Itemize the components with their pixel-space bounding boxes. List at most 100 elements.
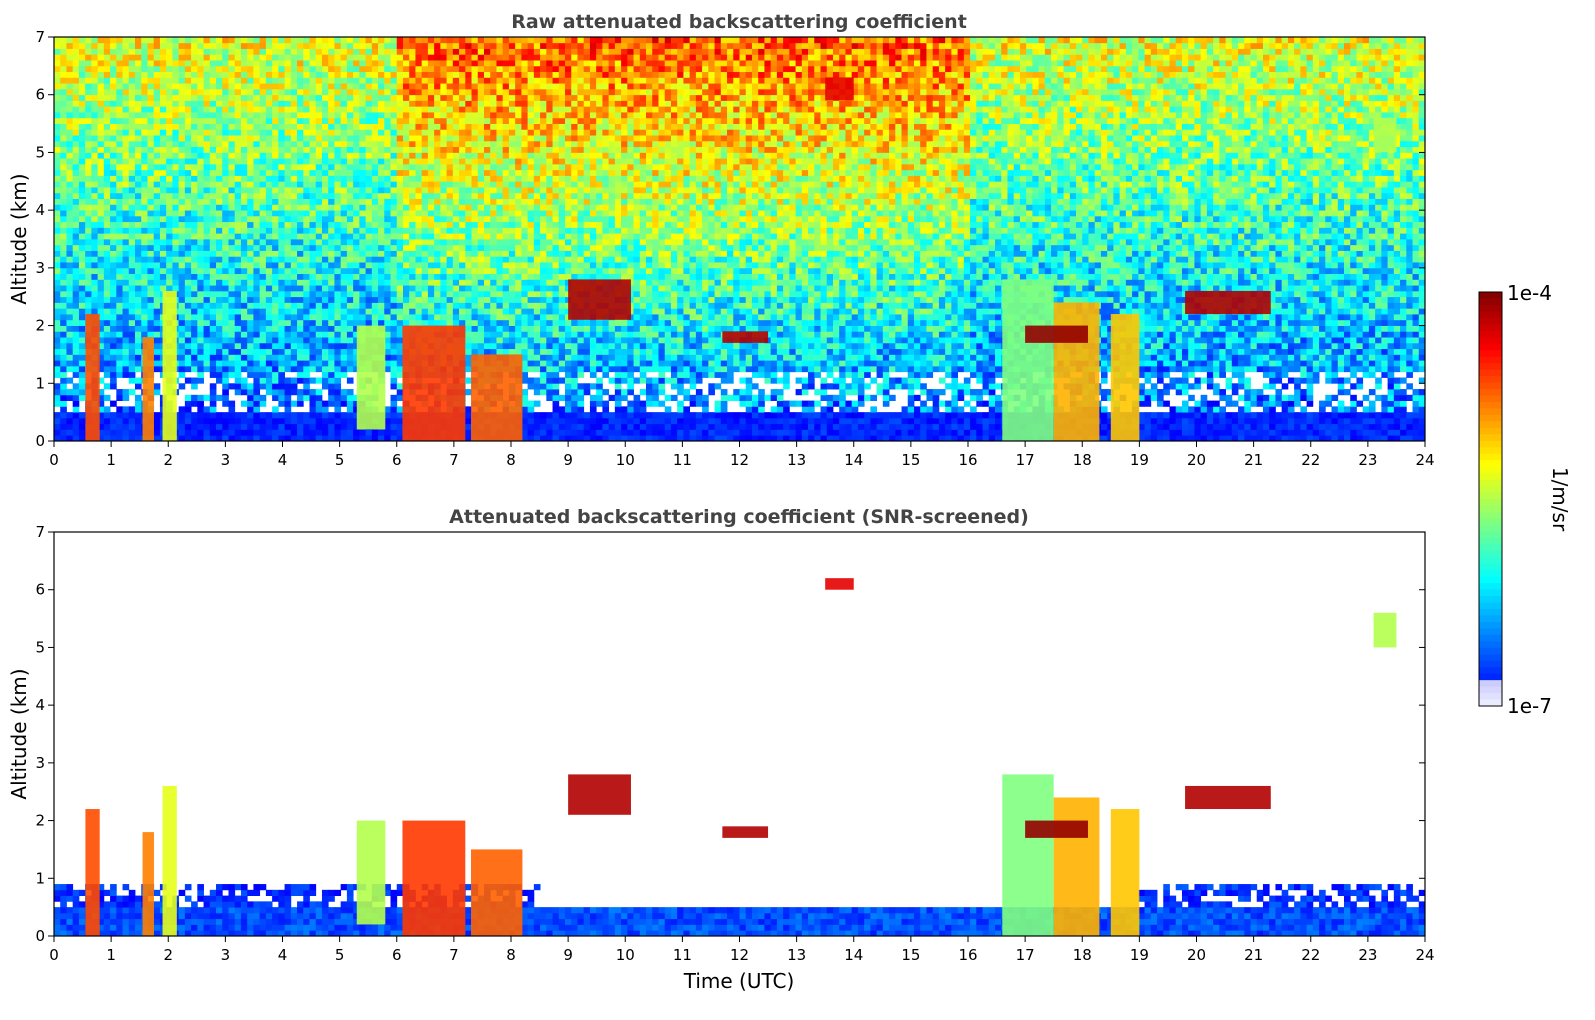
background-cell [91, 233, 99, 240]
background-cell [247, 100, 254, 107]
background-cell [321, 117, 329, 124]
background-cell [240, 129, 248, 136]
background-cell [72, 400, 80, 407]
background-cell [60, 65, 67, 73]
background-cell [297, 175, 304, 182]
background-cell [315, 331, 323, 338]
background-cell [390, 435, 398, 442]
background-cell [297, 42, 304, 49]
background-cell [471, 221, 479, 228]
background-cell [203, 123, 211, 130]
background-cell [184, 88, 192, 96]
background-cell [384, 210, 391, 217]
background-cell [477, 54, 485, 61]
background-cell [371, 71, 379, 78]
background-cell [459, 152, 466, 159]
background-cell [265, 181, 273, 188]
background-cell [110, 112, 117, 119]
background-cell [353, 250, 360, 257]
background-cell [184, 302, 192, 309]
background-cell [72, 192, 80, 199]
background-cell [159, 106, 167, 113]
background-cell [122, 296, 130, 303]
background-cell [228, 135, 236, 142]
background-cell [284, 348, 292, 355]
background-cell [128, 308, 136, 315]
background-cell [216, 65, 223, 73]
background-cell [253, 348, 261, 355]
background-cell [459, 319, 466, 326]
background-cell [153, 296, 161, 303]
background-cell [459, 290, 466, 298]
background-cell [365, 187, 373, 194]
background-cell [253, 140, 261, 148]
background-cell [153, 244, 161, 251]
background-cell [240, 71, 248, 78]
background-cell [122, 314, 130, 321]
background-cell [353, 365, 360, 373]
background-cell [465, 204, 472, 211]
background-cell [259, 135, 267, 142]
background-cell [440, 48, 447, 55]
background-cell [240, 435, 248, 442]
background-cell [396, 371, 404, 378]
background-cell [459, 262, 466, 269]
background-cell [340, 394, 348, 401]
background-cell [184, 198, 192, 205]
background-cell [240, 262, 248, 269]
background-cell [371, 250, 379, 257]
background-cell [66, 54, 74, 61]
background-cell [415, 37, 423, 44]
background-cell [240, 290, 248, 298]
background-cell [191, 285, 198, 292]
background-cell [434, 227, 441, 234]
background-cell [459, 158, 466, 165]
background-cell [259, 129, 267, 136]
background-cell [122, 429, 130, 436]
background-cell [110, 227, 117, 234]
background-cell [421, 187, 429, 194]
background-cell [147, 221, 155, 228]
background-cell [216, 371, 223, 378]
background-cell [159, 279, 167, 286]
background-cell [340, 192, 348, 199]
background-cell [315, 77, 323, 84]
background-cell [359, 48, 366, 55]
background-cell [321, 233, 329, 240]
background-cell [421, 279, 429, 286]
background-cell [128, 152, 136, 159]
background-cell [496, 233, 504, 240]
background-cell [191, 325, 198, 332]
background-cell [178, 94, 186, 101]
background-cell [340, 400, 348, 407]
background-cell [415, 65, 423, 73]
background-cell [184, 169, 192, 176]
background-cell [496, 71, 504, 78]
background-cell [153, 146, 161, 153]
background-cell [209, 60, 217, 67]
background-cell [122, 256, 130, 263]
background-cell [490, 60, 497, 67]
background-cell [278, 354, 285, 361]
background-cell [103, 244, 111, 251]
background-cell [259, 117, 267, 124]
background-cell [315, 256, 323, 263]
background-cell [191, 77, 198, 84]
background-cell [359, 198, 366, 205]
background-cell [278, 308, 285, 315]
background-cell [197, 331, 204, 338]
background-cell [321, 48, 329, 55]
background-cell [340, 314, 348, 321]
background-cell [290, 163, 298, 171]
background-cell [184, 54, 192, 61]
background-cell [446, 314, 454, 321]
background-cell [265, 65, 273, 73]
background-cell [309, 429, 317, 436]
background-cell [247, 181, 254, 188]
background-cell [371, 169, 379, 176]
background-cell [54, 158, 61, 165]
background-cell [253, 65, 261, 73]
background-cell [72, 140, 80, 148]
background-cell [402, 215, 410, 223]
background-cell [378, 210, 385, 217]
